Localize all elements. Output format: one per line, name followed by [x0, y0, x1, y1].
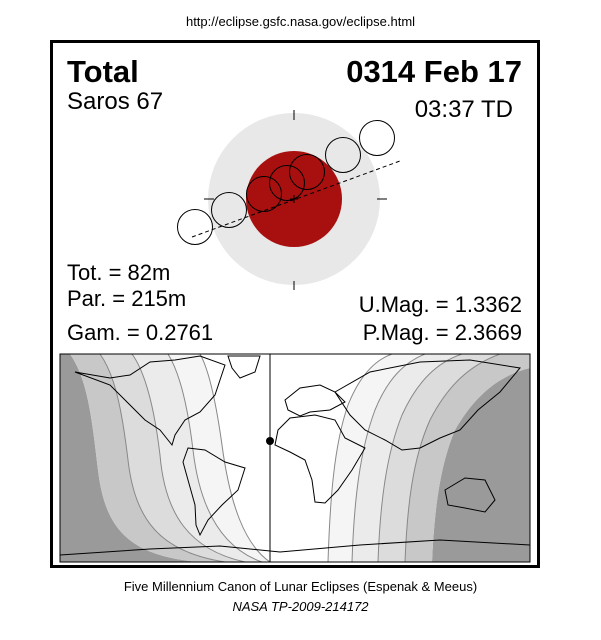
totality-duration: Tot. = 82m [67, 260, 171, 285]
source-url[interactable]: http://eclipse.gsfc.nasa.gov/eclipse.htm… [185, 14, 416, 29]
band-left-1 [70, 354, 225, 562]
penumbral-magnitude: P.Mag. = 2.3669 [362, 320, 522, 345]
australia [444, 477, 496, 513]
greatest-eclipse-point [266, 437, 274, 445]
diagram-frame [50, 40, 540, 568]
moon-positions [177, 120, 395, 245]
moon-u3 [289, 154, 325, 190]
footer-credit: Five Millennium Canon of Lunar Eclipses … [123, 579, 478, 594]
antarctica [60, 539, 530, 556]
moon-p4 [359, 120, 395, 156]
moon-greatest [269, 165, 305, 201]
gamma: Gam. = 0.2761 [67, 320, 214, 345]
eclipse-type: Total [67, 54, 139, 89]
africa [274, 414, 366, 504]
band-right-2 [378, 354, 500, 562]
south-america [182, 447, 246, 537]
moon-u2 [246, 176, 282, 212]
moon-path-line [191, 160, 401, 238]
band-right-3 [352, 354, 462, 562]
coastlines [60, 355, 530, 556]
saros-number: Saros 67 [67, 88, 164, 115]
north-america [74, 355, 226, 447]
footer-publication: NASA TP-2009-214172 [232, 599, 369, 614]
band-left-3 [132, 354, 262, 562]
eclipse-date: 0314 Feb 17 [346, 54, 522, 89]
night-left [60, 354, 200, 562]
moon-p1 [177, 209, 213, 245]
moon-u1 [211, 192, 247, 228]
band-right-4 [328, 354, 425, 562]
partial-duration: Par. = 215m [67, 286, 187, 311]
night-right [432, 354, 530, 562]
greenland [227, 355, 261, 379]
europe [284, 384, 346, 417]
moon-u4 [325, 137, 361, 173]
eclipse-time: 03:37 TD [414, 96, 513, 123]
band-left-2 [100, 354, 245, 562]
visibility-map [59, 353, 531, 563]
umbral-magnitude: U.Mag. = 1.3362 [358, 292, 522, 317]
asia [334, 359, 521, 451]
